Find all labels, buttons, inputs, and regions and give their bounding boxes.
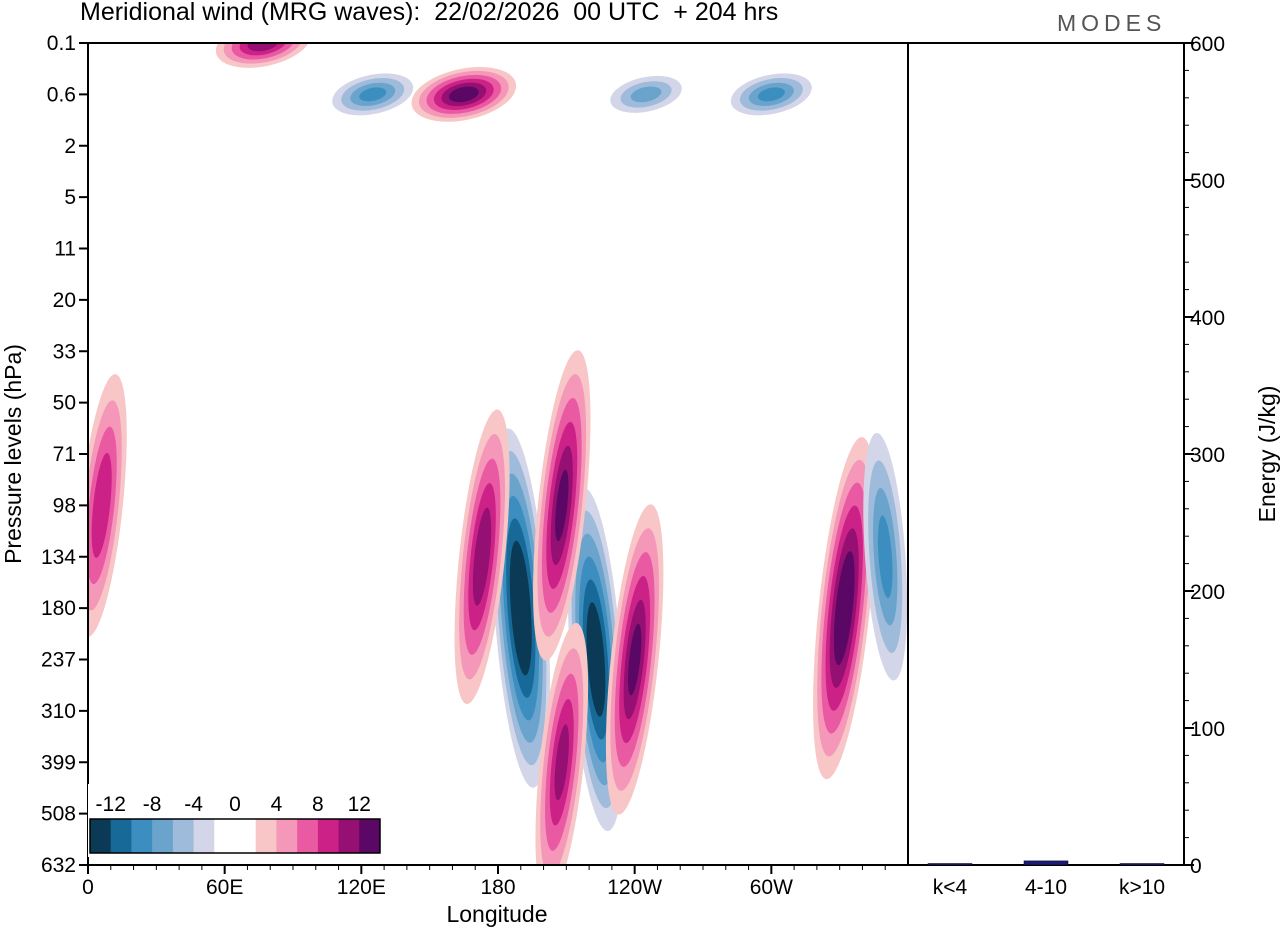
- colorbar-label: 8: [312, 793, 324, 816]
- contour-band: [757, 87, 785, 102]
- wind-feature: [454, 409, 510, 704]
- energy-tick-label: 100: [1190, 718, 1225, 741]
- colorbar-swatch: [152, 819, 174, 853]
- colorbar-swatch: [90, 819, 112, 853]
- wind-feature: [215, 43, 311, 68]
- contour-band: [628, 623, 642, 696]
- colorbar-swatch: [110, 819, 132, 853]
- wind-feature: [535, 622, 589, 865]
- colorbar-swatch: [172, 819, 195, 853]
- energy-tick-label: 600: [1190, 33, 1225, 56]
- energy-bar: [1023, 860, 1069, 866]
- colorbar-label: 4: [271, 793, 283, 816]
- y-tick-label: 0.1: [47, 32, 76, 55]
- y-tick-label: 134: [41, 546, 76, 569]
- wind-feature: [730, 73, 812, 116]
- y-axis-label: Pressure levels (hPa): [0, 344, 26, 564]
- y-tick-label: 11: [54, 238, 76, 261]
- energy-bar: [1119, 863, 1165, 866]
- energy-category-label: 4-10: [1025, 876, 1067, 899]
- contour-band: [472, 507, 492, 606]
- axis-ticks: 0.1 0.6 2 5 11 20 33 50 71 98 134 180 237 310 399 508 63…: [41, 32, 1225, 899]
- energy-bar: [927, 863, 973, 866]
- contour-band: [590, 625, 602, 694]
- colorbar-label: -12: [96, 793, 126, 816]
- contour-band: [554, 724, 569, 801]
- y-tick-label: 20: [53, 289, 76, 312]
- y-tick-label: 98: [53, 494, 76, 517]
- y-tick-label: 399: [41, 751, 76, 774]
- y-tick-label: 632: [41, 854, 76, 877]
- colorbar-swatch: [255, 819, 277, 853]
- colorbar-swatch: [359, 819, 381, 853]
- x-axis-label: Longitude: [446, 901, 547, 927]
- colorbar-swatch: [193, 819, 215, 853]
- contour-band: [91, 452, 112, 558]
- energy-bars: k<4 4-10 k>10: [927, 860, 1165, 899]
- contour-band: [837, 573, 851, 643]
- colorbar: -12 -8 -4 0 4 8 12: [88, 784, 384, 857]
- wind-feature: [605, 504, 664, 815]
- colorbar-swatch: [297, 819, 319, 853]
- contour-band: [877, 515, 893, 598]
- y-tick-label: 237: [41, 649, 76, 672]
- x-tick-label: 120W: [607, 876, 662, 899]
- contour-band: [247, 43, 280, 52]
- colorbar-swatch: [317, 819, 340, 853]
- energy-category-label: k>10: [1119, 876, 1165, 899]
- contour-field: [88, 43, 908, 865]
- y-tick-label: 33: [53, 340, 76, 363]
- chart-title: Meridional wind (MRG waves): 22/02/2026 …: [80, 0, 779, 26]
- contour-band: [513, 563, 529, 654]
- wind-feature: [863, 433, 908, 681]
- y-tick-label: 508: [41, 803, 76, 826]
- colorbar-swatch: [131, 819, 153, 853]
- wind-feature: [88, 374, 127, 637]
- colorbar-swatch: [276, 819, 298, 853]
- colorbar-label: -4: [184, 793, 203, 816]
- colorbar-label: 12: [348, 793, 371, 816]
- contour-band: [630, 86, 662, 103]
- energy-tick-label: 500: [1190, 170, 1225, 193]
- energy-tick-label: 200: [1190, 581, 1225, 604]
- energy-axis-label: Energy (J/kg): [1254, 386, 1280, 523]
- energy-category-label: k<4: [933, 876, 968, 899]
- energy-tick-label: 300: [1190, 444, 1225, 467]
- y-tick-label: 50: [53, 392, 76, 415]
- y-tick-label: 71: [53, 443, 76, 466]
- x-tick-label: 180: [480, 876, 515, 899]
- wind-feature: [813, 437, 876, 780]
- contour-band: [359, 87, 387, 102]
- x-tick-label: 60E: [206, 876, 243, 899]
- energy-tick-label: 400: [1190, 307, 1225, 330]
- colorbar-frame: [89, 818, 381, 854]
- x-tick-label: 0: [82, 876, 94, 899]
- energy-plot-frame: [907, 42, 1185, 866]
- energy-tick-label: 0: [1190, 855, 1202, 878]
- y-tick-label: 0.6: [47, 83, 76, 106]
- colorbar-swatch: [214, 819, 236, 853]
- brand-logo-text: MODES: [1057, 10, 1167, 36]
- colorbar-label: -8: [143, 793, 162, 816]
- colorbar-swatch: [235, 819, 257, 853]
- wind-feature: [411, 67, 517, 122]
- x-tick-label: 120E: [337, 876, 386, 899]
- y-tick-label: 310: [41, 700, 76, 723]
- y-tick-label: 2: [64, 135, 76, 158]
- contour-band: [448, 86, 479, 103]
- colorbar-swatch: [338, 819, 360, 853]
- colorbar-label: 0: [229, 793, 241, 816]
- wind-feature: [610, 75, 682, 113]
- wind-feature: [332, 73, 414, 116]
- wind-feature: [533, 350, 591, 661]
- y-tick-label: 180: [41, 597, 76, 620]
- x-tick-label: 60W: [750, 876, 793, 899]
- y-tick-label: 5: [64, 186, 76, 209]
- contour-band: [555, 469, 569, 542]
